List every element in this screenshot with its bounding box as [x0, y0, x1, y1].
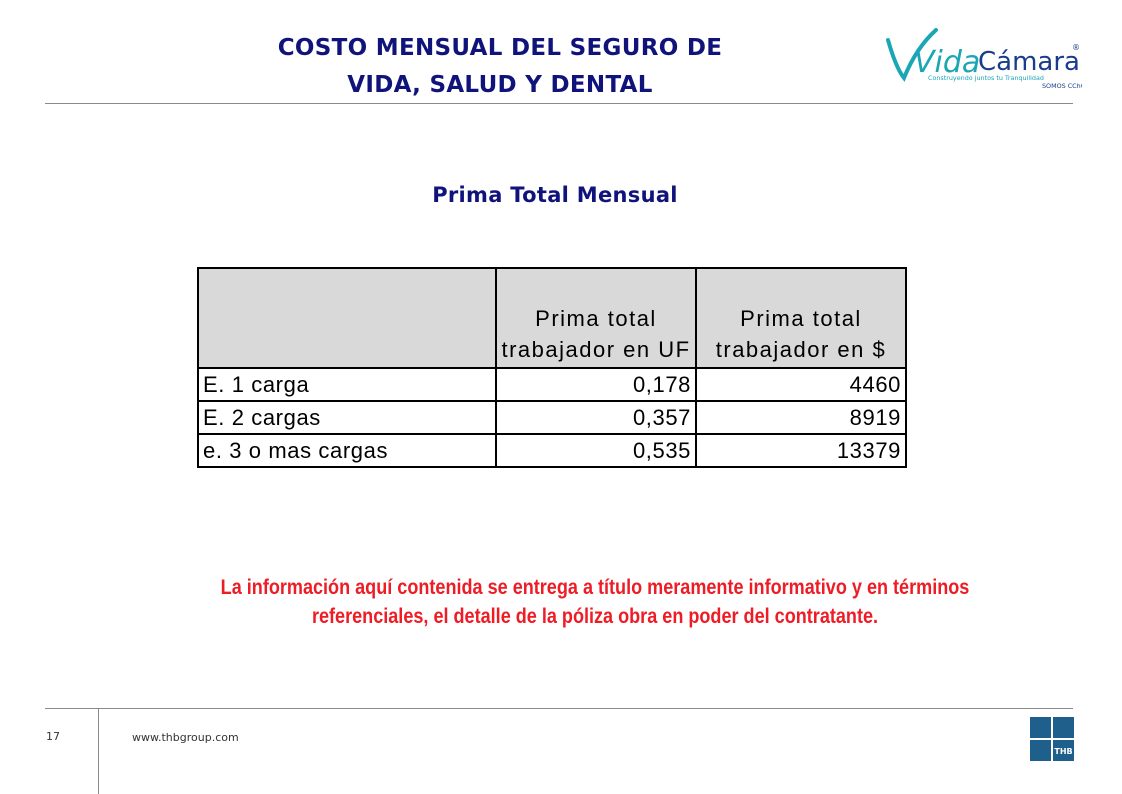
table-row: E. 2 cargas 0,357 8919	[197, 400, 907, 435]
footer-divider	[45, 708, 1073, 709]
row-uf-value: 0,535	[495, 433, 697, 468]
table-header-row: Prima total trabajador en UF Prima total…	[197, 267, 907, 369]
logo-tagline: Construyendo juntos tu Tranquilidad	[928, 74, 1044, 82]
section-title: Prima Total Mensual	[432, 183, 678, 207]
logo-tagline-cchc: SOMOS CChC	[1042, 82, 1082, 90]
table-header-uf: Prima total trabajador en UF	[495, 267, 697, 369]
row-label: e. 3 o mas cargas	[197, 433, 497, 468]
row-pesos-value: 8919	[695, 400, 907, 435]
premium-table: Prima total trabajador en UF Prima total…	[197, 267, 907, 468]
row-uf-value: 0,178	[495, 367, 697, 402]
page-title: COSTO MENSUAL DEL SEGURO DE VIDA, SALUD …	[200, 30, 800, 104]
header-divider	[45, 103, 1073, 104]
table-header-blank	[197, 267, 497, 369]
table-row: E. 1 carga 0,178 4460	[197, 367, 907, 402]
title-line-2: VIDA, SALUD Y DENTAL	[347, 72, 653, 98]
disclaimer: La información aquí contenida se entrega…	[212, 573, 977, 631]
logo-vida-text: Vida	[914, 45, 980, 80]
thb-logo-text: THB	[1054, 747, 1072, 756]
disclaimer-line-1: La información aquí contenida se entrega…	[220, 576, 970, 599]
row-pesos-value: 13379	[695, 433, 907, 468]
title-line-1: COSTO MENSUAL DEL SEGURO DE	[277, 35, 723, 61]
footer-vertical-divider	[98, 708, 99, 794]
row-label: E. 2 cargas	[197, 400, 497, 435]
website-link[interactable]: www.thbgroup.com	[132, 731, 239, 744]
thb-logo: THB	[1030, 717, 1074, 761]
logo-registered-mark: ®	[1072, 43, 1080, 52]
row-pesos-value: 4460	[695, 367, 907, 402]
table-row: e. 3 o mas cargas 0,535 13379	[197, 433, 907, 468]
vidacamara-logo: Vida Cámara ® Construyendo juntos tu Tra…	[886, 28, 1082, 90]
row-label: E. 1 carga	[197, 367, 497, 402]
row-uf-value: 0,357	[495, 400, 697, 435]
page-number: 17	[46, 730, 60, 743]
logo-camara-text: Cámara	[978, 47, 1080, 77]
disclaimer-line-2: referenciales, el detalle de la póliza o…	[311, 605, 879, 628]
table-header-pesos: Prima total trabajador en $	[695, 267, 907, 369]
